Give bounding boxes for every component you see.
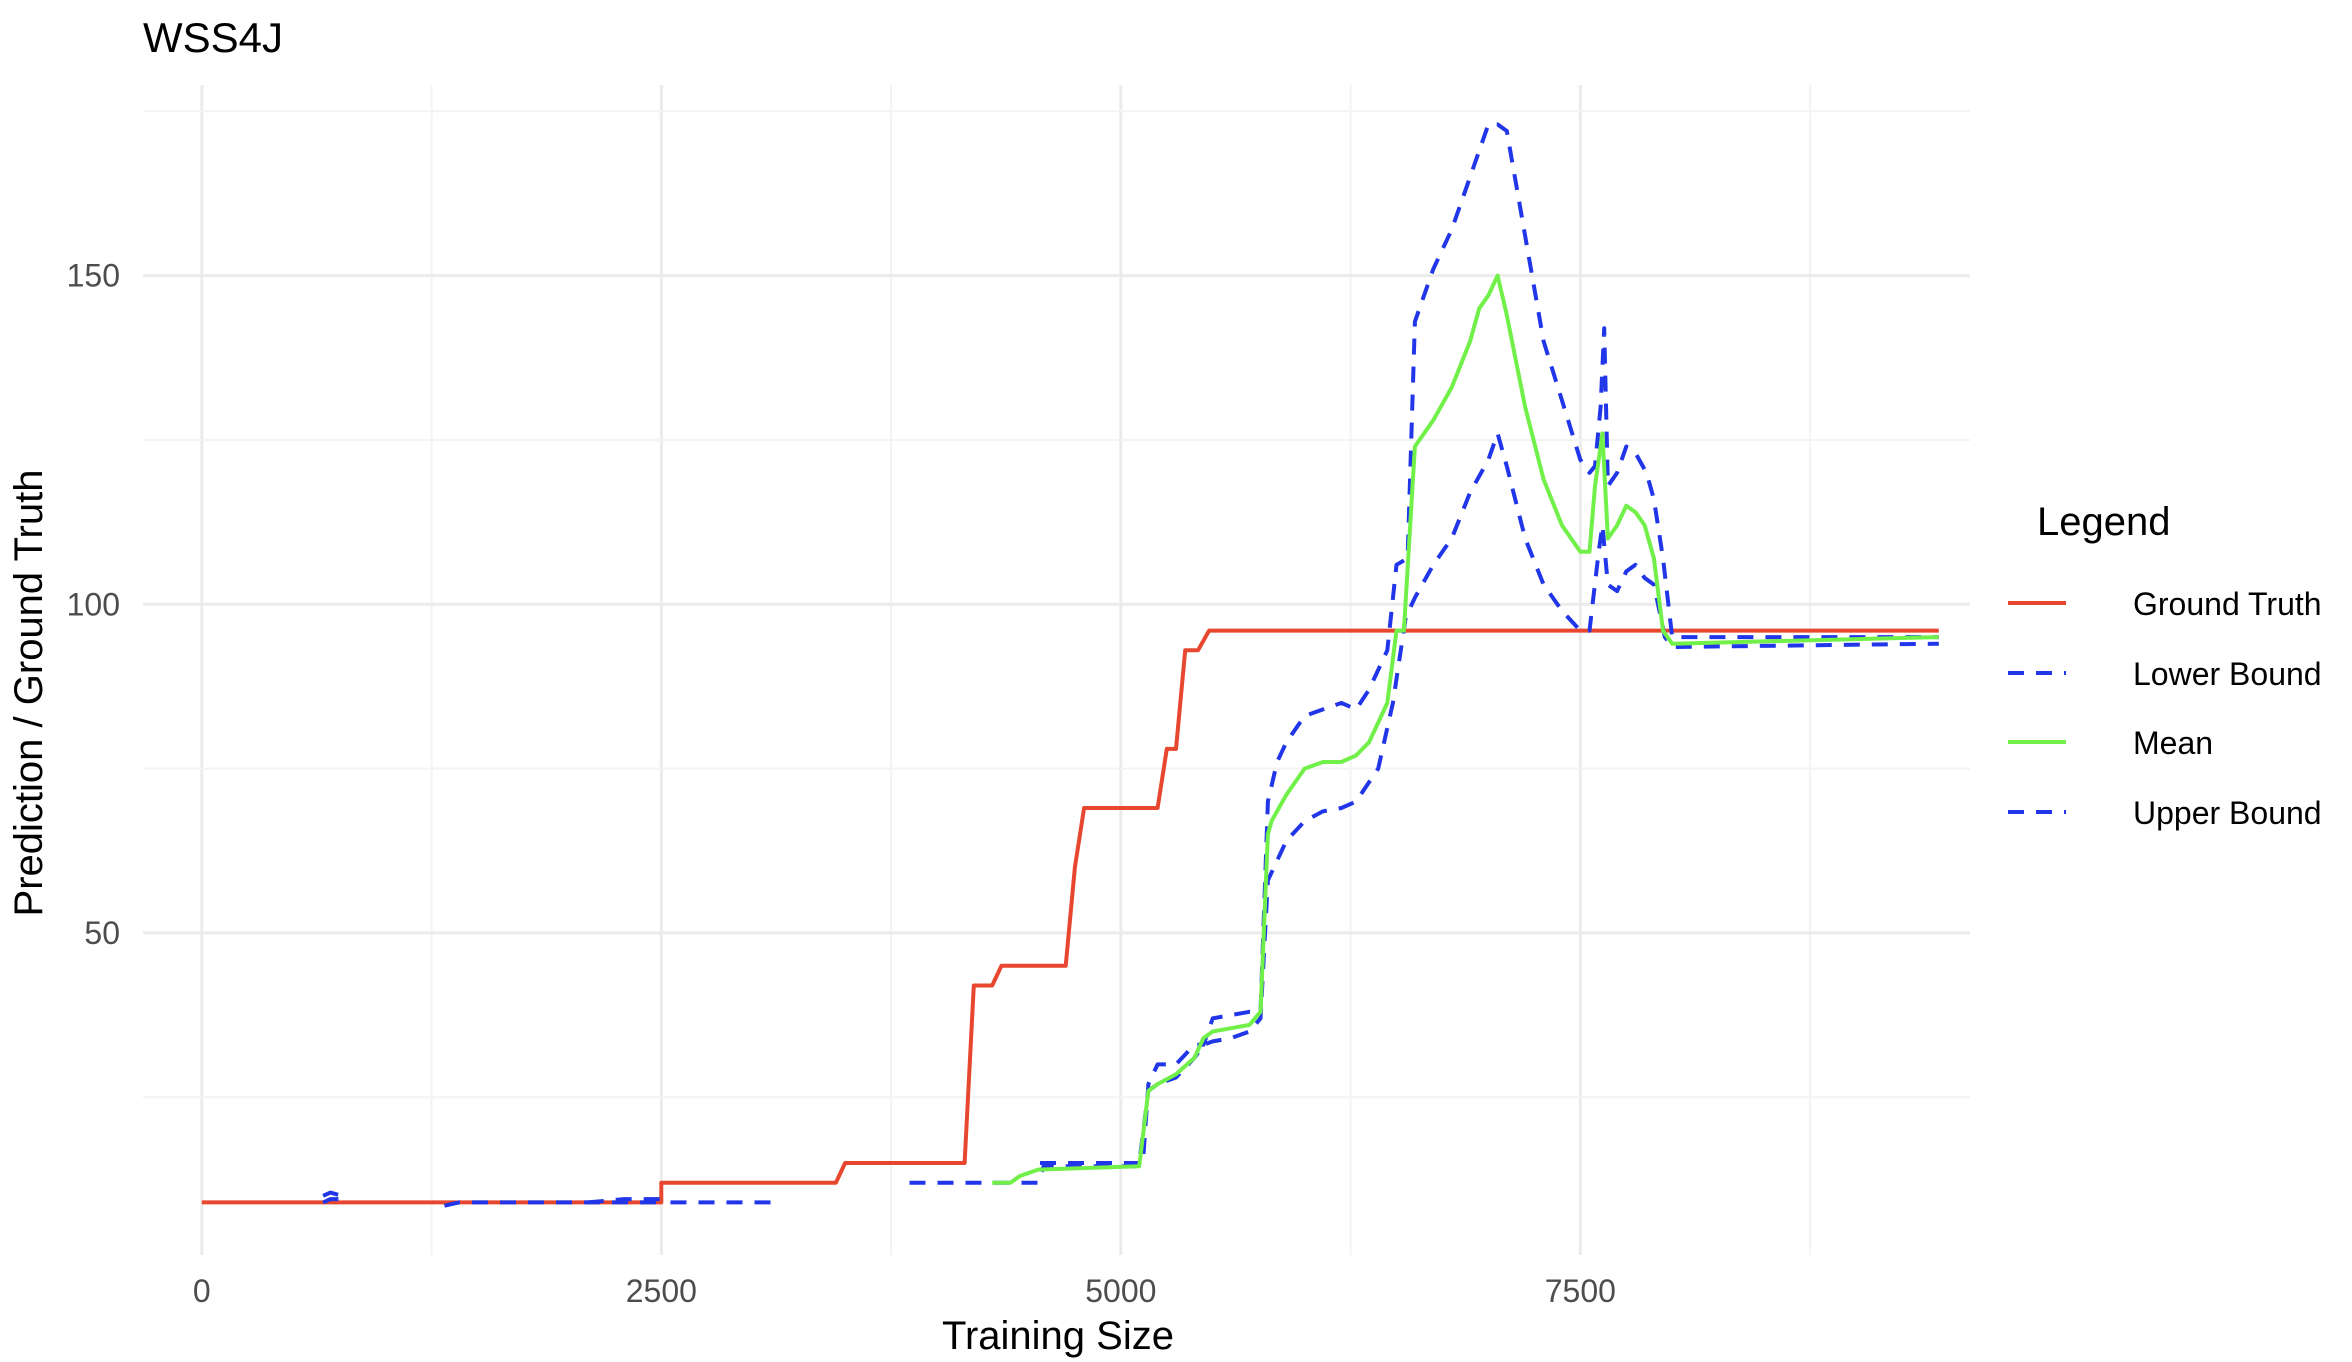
series-line-upper-bound: [587, 1197, 662, 1205]
y-tick-label: 100: [67, 586, 120, 622]
series-lines: [201, 122, 1939, 1208]
y-tick-label: 150: [67, 258, 120, 294]
series-line-mean: [992, 273, 1939, 1185]
x-tick-label: 2500: [626, 1273, 697, 1309]
legend-label-lower-bound: Lower Bound: [2133, 656, 2322, 692]
series-line-lower-bound: [322, 1197, 342, 1205]
x-axis-label: Training Size: [942, 1314, 1174, 1358]
series-line-upper-bound: [1040, 122, 1939, 1165]
tick-labels: 0 2500 5000 7500 50 100 150: [67, 258, 1616, 1309]
legend-label-mean: Mean: [2133, 725, 2213, 761]
y-tick-label: 50: [84, 915, 120, 951]
series-line-lower-bound: [909, 431, 1939, 1185]
legend: Legend Ground Truth Lower Bound Mean Upper …: [2008, 500, 2322, 831]
x-tick-label: 5000: [1085, 1273, 1156, 1309]
legend-title: Legend: [2037, 500, 2170, 544]
grid-lines: [143, 85, 1970, 1255]
x-tick-label: 7500: [1545, 1273, 1616, 1309]
legend-label-upper-bound: Upper Bound: [2133, 795, 2322, 831]
y-axis-label: Prediction / Ground Truth: [7, 470, 51, 917]
chart-title: WSS4J: [143, 14, 283, 61]
legend-label-ground-truth: Ground Truth: [2133, 586, 2322, 622]
series-line-ground-truth: [201, 628, 1939, 1205]
series-line-upper-bound: [322, 1190, 343, 1198]
x-tick-label: 0: [193, 1273, 211, 1309]
